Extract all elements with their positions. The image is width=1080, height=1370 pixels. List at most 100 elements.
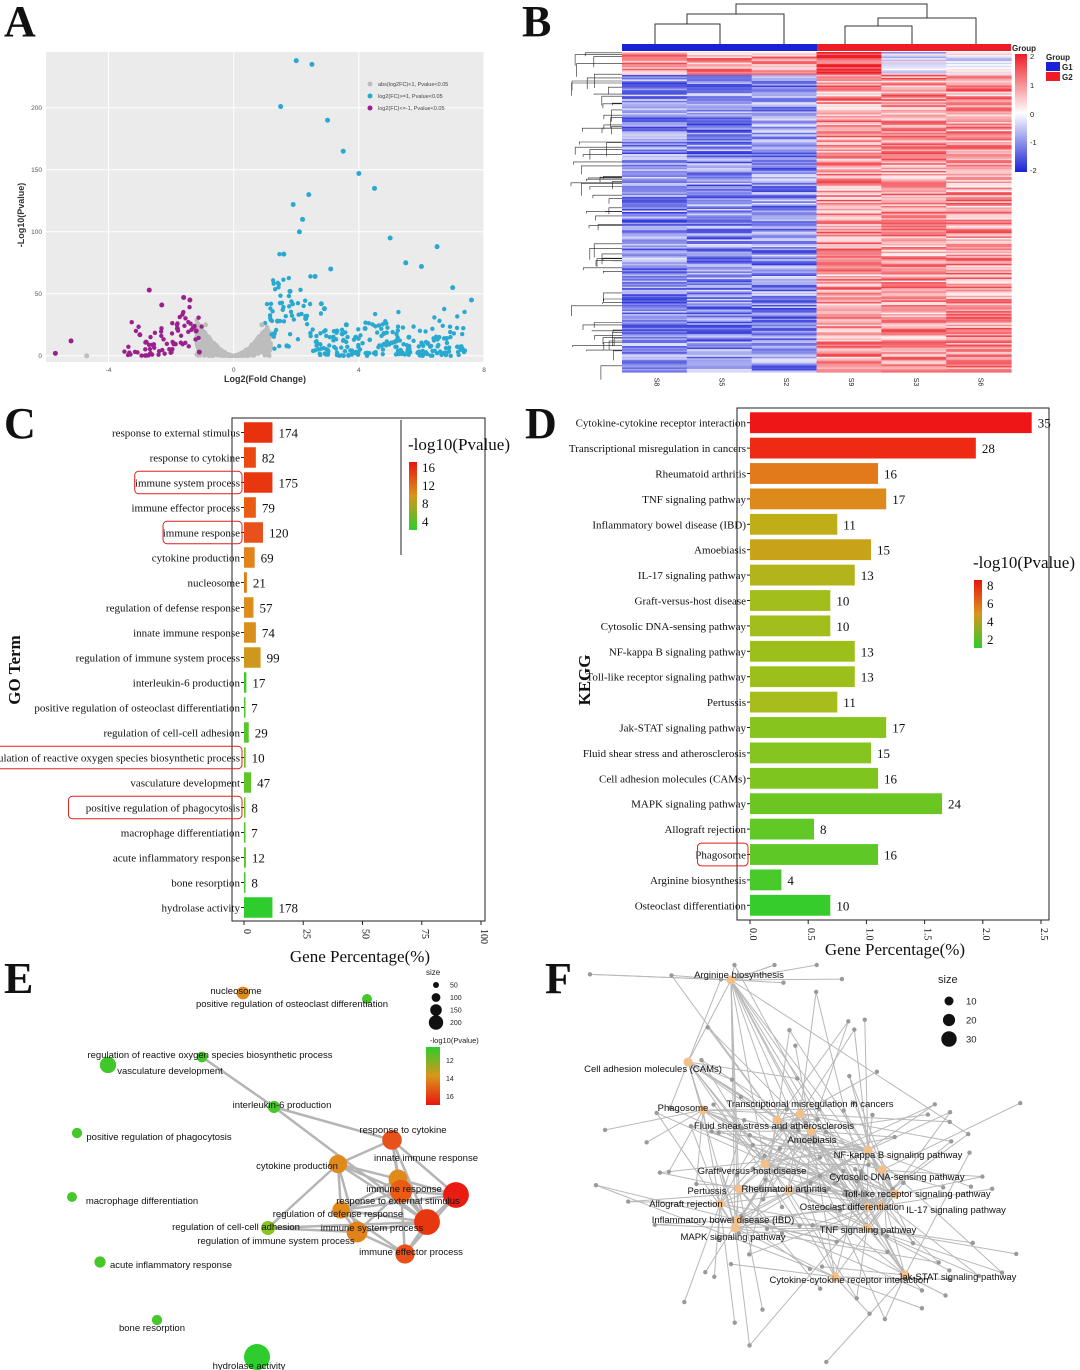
- go-x-tick: 100: [478, 929, 489, 944]
- go-highlight-box: [0, 745, 243, 770]
- heatmap-cell: [816, 323, 882, 326]
- heatmap-cell: [946, 59, 1012, 62]
- kegg-category-osteoclast-differentiation: Osteoclast differentiation: [635, 900, 747, 912]
- go-category-immune-response: immune response: [163, 528, 240, 540]
- heatmap-cell: [751, 244, 818, 247]
- volcano-point-ns: [267, 340, 272, 345]
- kegg-gene-node: [874, 1069, 880, 1074]
- heatmap-cell: [751, 65, 818, 68]
- go-category-vasculature-development: vasculature development: [130, 778, 240, 790]
- kegg-bar-value: 8: [820, 822, 827, 837]
- heatmap-cell: [881, 230, 947, 233]
- kegg-network-edge: [701, 1059, 812, 1132]
- kegg-network-edge: [836, 1193, 896, 1243]
- heatmap-cell: [816, 350, 882, 353]
- volcano-point-down: [196, 315, 201, 320]
- kegg-gene-node: [682, 1299, 687, 1305]
- heatmap-cell: [946, 131, 1012, 134]
- heatmap-cell: [881, 260, 947, 263]
- heatmap-cell: [881, 294, 947, 297]
- heatmap-cell: [881, 250, 947, 253]
- volcano-point-up: [312, 273, 318, 279]
- heatmap-cell: [686, 195, 753, 198]
- heatmap-cell: [686, 134, 753, 137]
- volcano-plot-area: [46, 52, 484, 362]
- kegg-network-edge: [720, 1169, 736, 1229]
- heatmap-cell: [816, 193, 882, 196]
- kegg-network-edge: [781, 1128, 868, 1229]
- heatmap-cell: [881, 289, 947, 292]
- heatmap-cell: [751, 119, 818, 122]
- heatmap-cell: [622, 323, 688, 326]
- heatmap-cell: [881, 120, 947, 123]
- heatmap-cell: [946, 245, 1012, 248]
- heatmap-cell: [622, 198, 688, 201]
- heatmap-cell: [881, 244, 947, 247]
- volcano-point-down: [188, 321, 193, 326]
- f-size-legend-label: 30: [966, 1035, 977, 1046]
- heatmap-cell: [816, 336, 882, 340]
- kegg-gene-node: [741, 1117, 747, 1123]
- heatmap-cell: [881, 283, 947, 286]
- kegg-network-edge: [772, 1130, 812, 1172]
- kegg-bar-value: 11: [843, 695, 856, 710]
- go-bar-hydrolase-activity: [244, 897, 273, 918]
- heatmap-cell: [622, 109, 688, 113]
- heatmap-cell: [686, 74, 753, 77]
- volcano-point-up: [383, 343, 389, 348]
- kegg-network-edge: [687, 1061, 798, 1079]
- heatmap-cell: [946, 253, 1012, 256]
- heatmap-cell: [881, 198, 947, 201]
- heatmap-cell: [946, 94, 1012, 97]
- heatmap-cell: [622, 335, 688, 338]
- heatmap-cell: [686, 303, 753, 306]
- heatmap-cell: [881, 164, 947, 167]
- heatmap-cell: [622, 166, 688, 169]
- heatmap-cell: [816, 202, 882, 205]
- heatmap-cell: [881, 288, 947, 291]
- heatmap-cell: [622, 247, 688, 250]
- volcano-point-up: [434, 244, 440, 250]
- kegg-network-edge: [834, 1276, 923, 1309]
- volcano-point-up: [334, 328, 340, 334]
- heatmap-cell: [686, 333, 753, 337]
- heatmap-cell: [686, 65, 753, 68]
- volcano-point-up: [384, 339, 389, 344]
- heatmap-cell: [816, 304, 882, 308]
- heatmap-cell: [881, 233, 947, 236]
- heatmap-cell: [686, 298, 753, 301]
- f-size-legend-label: 20: [966, 1016, 977, 1027]
- heatmap-cell: [946, 143, 1012, 146]
- volcano-point-up: [349, 348, 355, 353]
- volcano-point-down: [122, 349, 127, 354]
- kegg-node-label-fluid-shear-stress-and-atherosclerosis: Fluid shear stress and atherosclerosis: [694, 1121, 854, 1132]
- heatmap-cell: [816, 324, 882, 327]
- heatmap-cell: [816, 221, 882, 224]
- heatmap-cell: [946, 344, 1012, 347]
- heatmap-cell: [881, 175, 947, 178]
- heatmap-cell: [816, 279, 882, 282]
- heatmap-cell: [751, 221, 818, 224]
- volcano-point-down: [159, 326, 164, 331]
- heatmap-cell: [881, 225, 947, 228]
- volcano-point-up: [314, 343, 319, 348]
- kegg-category-graft-versus-host-disease: Graft-versus-host disease: [635, 596, 747, 608]
- go-bar-value: 174: [278, 426, 298, 441]
- kegg-network-edge: [730, 979, 869, 1208]
- heatmap-cell: [751, 70, 818, 73]
- heatmap-cell: [622, 71, 688, 74]
- heatmap-cell: [622, 327, 688, 330]
- heatmap-cell: [816, 158, 882, 161]
- kegg-network-edge: [799, 1113, 952, 1142]
- volcano-point-up: [451, 331, 457, 336]
- kegg-gene-node: [587, 972, 593, 977]
- kegg-gene-node: [989, 1186, 995, 1192]
- kegg-gene-node: [919, 1288, 925, 1293]
- kegg-network-edge: [856, 1227, 868, 1299]
- kegg-network-edge: [776, 1030, 790, 1121]
- heatmap-cell: [946, 282, 1012, 285]
- heatmap-cell: [816, 317, 882, 320]
- heatmap-cell: [881, 144, 947, 148]
- heatmap-cell: [686, 335, 753, 338]
- kegg-gene-node: [919, 1306, 925, 1311]
